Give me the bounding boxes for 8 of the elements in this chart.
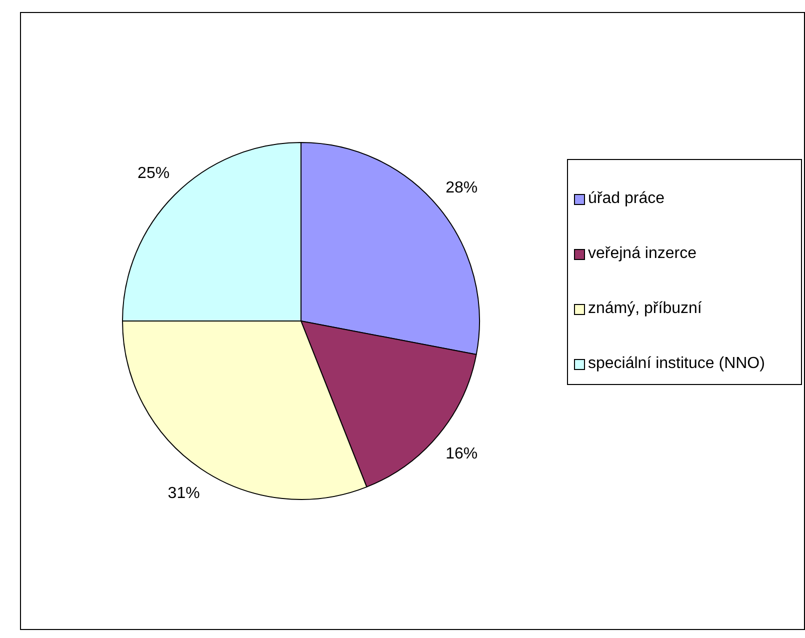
legend-label: úřad práce	[588, 190, 666, 208]
data-label: 16%	[446, 445, 478, 462]
data-label: 31%	[168, 484, 200, 502]
legend-label: známý, příbuzní	[588, 300, 703, 318]
legend-label: veřejná inzerce	[588, 245, 698, 263]
data-label: 28%	[446, 180, 478, 197]
legend-label: speciální instituce (NNO)	[588, 355, 766, 373]
data-label: 25%	[138, 164, 170, 182]
